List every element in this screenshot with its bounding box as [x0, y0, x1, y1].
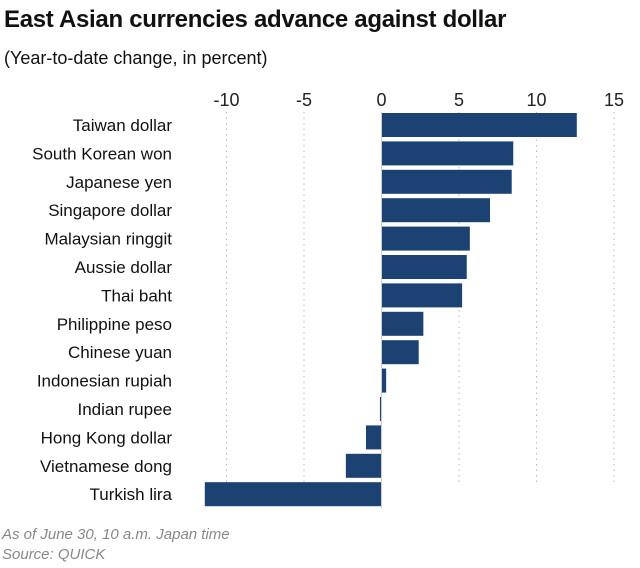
category-label: South Korean won: [32, 144, 172, 163]
x-tick-label: -5: [296, 90, 312, 110]
category-label: Japanese yen: [66, 173, 172, 192]
bar: [379, 397, 382, 421]
category-label: Thai baht: [101, 286, 172, 305]
category-label: Chinese yuan: [68, 343, 172, 362]
x-tick-label: 5: [454, 90, 464, 110]
category-label: Philippine peso: [57, 315, 172, 334]
x-tick-label: 0: [376, 90, 386, 110]
bar: [381, 311, 424, 336]
chart-subtitle: (Year-to-date change, in percent): [4, 48, 268, 68]
x-tick-label: 15: [604, 90, 624, 110]
bar: [381, 340, 419, 365]
x-tick-label: 10: [526, 90, 546, 110]
category-label: Aussie dollar: [75, 258, 173, 277]
category-label: Indian rupee: [77, 400, 172, 419]
category-label: Singapore dollar: [48, 201, 172, 220]
category-label: Indonesian rupiah: [37, 372, 172, 391]
category-label: Vietnamese dong: [40, 457, 172, 476]
bar: [381, 368, 387, 393]
bar: [366, 425, 382, 450]
bar: [381, 169, 512, 194]
bar: [381, 255, 467, 279]
bar: [381, 226, 470, 251]
bar: [345, 453, 382, 478]
category-label: Taiwan dollar: [73, 116, 173, 135]
bar: [381, 113, 577, 137]
category-label: Hong Kong dollar: [41, 428, 173, 447]
bar: [381, 141, 514, 166]
bar: [381, 283, 463, 308]
chart-source: Source: QUICK: [2, 546, 106, 563]
x-tick-label: -10: [213, 90, 239, 110]
chart-title: East Asian currencies advance against do…: [4, 6, 507, 33]
category-label: Malaysian ringgit: [44, 230, 172, 249]
category-label: Turkish lira: [90, 485, 173, 504]
bar: [381, 198, 490, 223]
chart-note: As of June 30, 10 a.m. Japan time: [2, 526, 230, 543]
bar: [204, 482, 382, 507]
